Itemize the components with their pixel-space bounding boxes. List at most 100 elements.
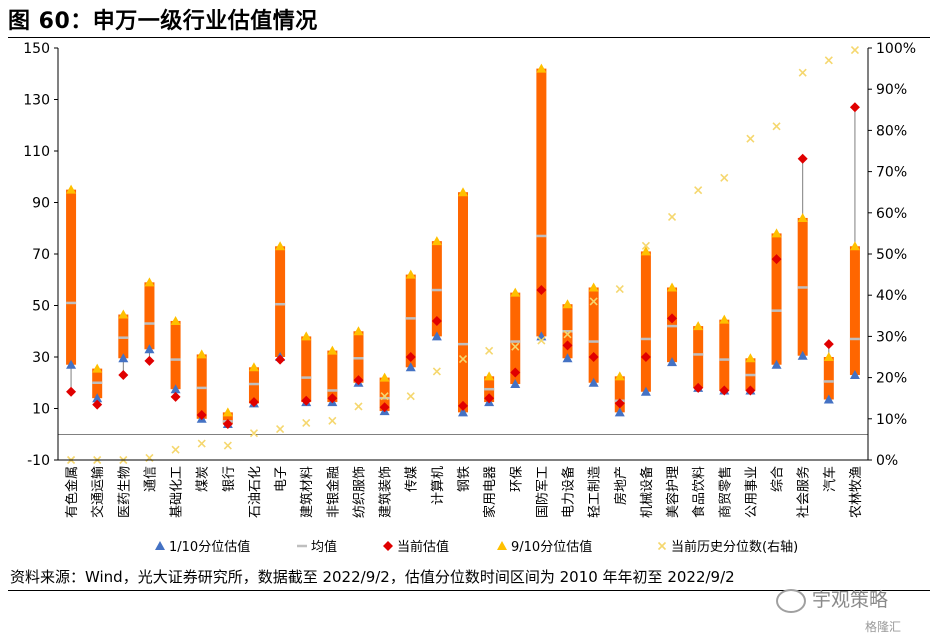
current-marker — [719, 385, 730, 396]
range-bar — [144, 282, 155, 350]
p90-marker — [745, 353, 756, 363]
percentile-marker — [171, 445, 180, 454]
range-bar — [719, 319, 730, 391]
category-label: 房地产 — [613, 466, 629, 505]
current-marker — [588, 352, 599, 362]
percentile-stroke — [850, 45, 860, 55]
percentile-marker — [380, 392, 389, 401]
percentile-marker — [720, 173, 729, 182]
current-marker — [510, 367, 521, 378]
p90-marker — [458, 187, 468, 197]
p90-marker — [431, 236, 442, 246]
percentile-stroke — [249, 429, 259, 438]
range-bar — [823, 357, 834, 400]
legend-label: 9/10分位估值 — [511, 539, 592, 555]
range-bar — [170, 320, 181, 390]
current-marker — [353, 375, 364, 386]
percentile-marker — [432, 367, 441, 376]
current-marker — [144, 355, 155, 366]
category-label: 公用事业 — [744, 466, 759, 518]
percentile-stroke — [511, 342, 520, 351]
percentile-marker — [406, 392, 415, 401]
range-bar — [640, 251, 651, 392]
percentile-marker — [249, 429, 259, 438]
bottom-rule — [8, 590, 930, 591]
current-marker — [484, 393, 495, 404]
legend-item: 当前估值 — [383, 539, 449, 555]
p10-marker — [562, 353, 573, 363]
category-label: 非银金融 — [325, 466, 341, 518]
category-label: 建筑材料 — [299, 466, 315, 518]
p90-marker — [92, 363, 103, 373]
category-label: 煤炭 — [196, 466, 211, 492]
percentile-stroke — [563, 330, 572, 339]
right-tick-label: 80% — [876, 123, 907, 139]
category-label: 国防军工 — [534, 466, 550, 518]
category-label: 环保 — [509, 466, 524, 492]
p90-marker — [693, 321, 704, 331]
p90-marker — [667, 282, 678, 292]
watermark-secondary: 格隆汇 — [865, 620, 902, 634]
percentile-stroke — [746, 134, 755, 143]
percentile-marker — [641, 241, 650, 250]
percentile-marker — [458, 354, 468, 364]
percentile-marker — [589, 297, 598, 306]
range-bar — [849, 246, 860, 376]
p90-marker — [118, 309, 129, 319]
category-label: 钢铁 — [457, 466, 472, 492]
percentile-stroke — [171, 445, 180, 454]
current-marker — [771, 254, 782, 265]
range-bar — [118, 314, 129, 359]
percentile-stroke — [485, 346, 494, 355]
right-tick-label: 40% — [876, 288, 907, 304]
range-bars — [66, 68, 860, 424]
percentile-stroke — [537, 336, 546, 345]
current-marker — [562, 340, 573, 351]
right-tick-label: 90% — [876, 82, 907, 98]
left-tick-label: 10 — [32, 402, 50, 418]
percentile-stroke — [720, 173, 729, 182]
percentile-marker — [511, 342, 520, 351]
range-bar — [771, 233, 782, 365]
range-bar — [536, 68, 547, 337]
percentile-stroke — [667, 212, 677, 221]
legend-item: 均值 — [297, 539, 337, 555]
category-label: 有色金属 — [64, 466, 80, 518]
p10-marker — [144, 344, 155, 354]
current-marker — [614, 398, 625, 409]
legend-swatch — [155, 541, 165, 550]
category-label: 传媒 — [405, 466, 420, 492]
current-marker — [222, 418, 233, 429]
category-label: 汽车 — [822, 466, 838, 492]
watermark-text: 宇观策略 — [812, 589, 889, 611]
p90-marker — [510, 287, 521, 297]
current-marker — [640, 352, 651, 362]
range-bar — [222, 412, 233, 424]
figure-title: 图 60：申万一级行业估值情况 — [8, 9, 318, 34]
p10-marker — [431, 331, 442, 341]
percentile-marker — [276, 425, 285, 434]
markers — [66, 45, 860, 465]
current-marker — [66, 386, 77, 397]
percentile-marker — [798, 68, 807, 77]
current-marker — [170, 391, 181, 402]
right-tick-label: 70% — [876, 165, 907, 181]
p90-marker — [222, 407, 233, 417]
p90-marker — [562, 299, 573, 309]
percentile-stroke — [406, 392, 415, 401]
left-tick-label: 110 — [23, 144, 50, 160]
range-bar — [431, 241, 442, 337]
legend-label: 当前估值 — [397, 539, 449, 555]
percentile-stroke — [432, 367, 441, 376]
percentile-stroke — [615, 284, 624, 294]
category-label: 银行 — [222, 466, 237, 492]
p90-marker — [196, 349, 207, 359]
range-bar — [248, 367, 259, 404]
range-bar — [614, 376, 625, 413]
percentile-stroke — [772, 122, 781, 131]
current-marker — [823, 339, 834, 350]
right-tick-label: 0% — [876, 453, 898, 469]
current-marker — [431, 315, 442, 326]
left-tick-label: 150 — [23, 41, 50, 57]
p90-marker — [823, 352, 834, 361]
